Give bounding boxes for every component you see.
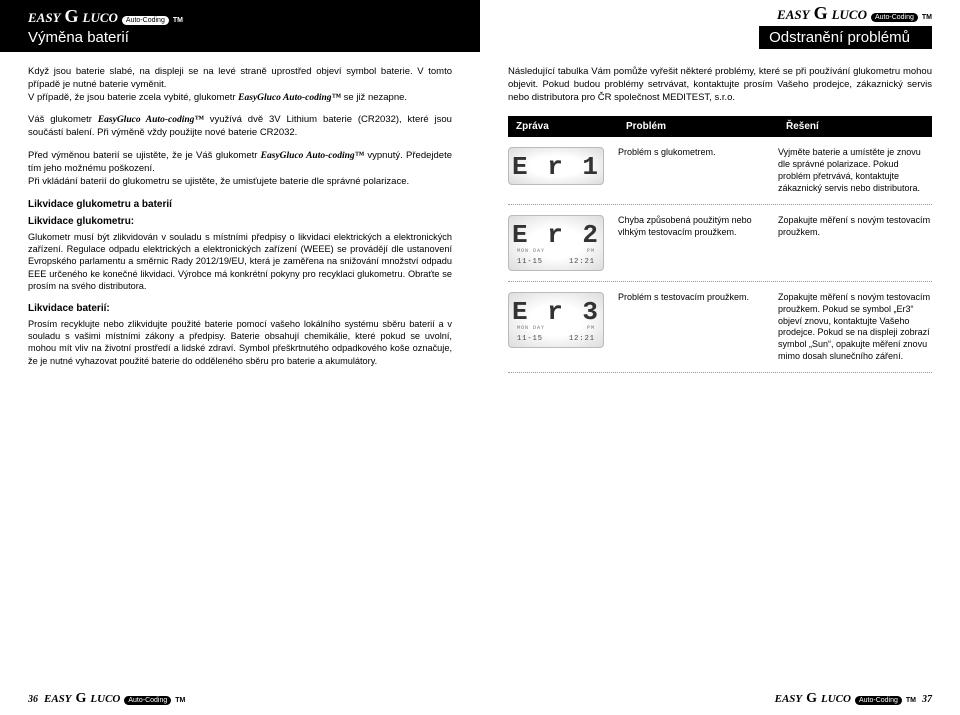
lcd-cell: E r 1: [508, 147, 618, 185]
brand-logo: EASYGLUCO Auto-Coding TM: [28, 6, 452, 27]
lcd-cell: E r 3MON DAYPM11-1512:21: [508, 292, 618, 348]
table-row: E r 3MON DAYPM11-1512:21 Problém s testov…: [508, 282, 932, 373]
brand-g: G: [65, 6, 79, 27]
footer-brand-left: EASYGLUCO Auto-Coding TM: [44, 691, 185, 707]
th-problem: Problém: [626, 121, 786, 132]
solution-cell: Zopakujte měření s novým testovacím prou…: [778, 215, 932, 238]
table-row: E r 2MON DAYPM11-1512:21 Chyba způsobená …: [508, 205, 932, 282]
brand-logo: EASYGLUCO Auto-Coding TM: [777, 3, 932, 24]
disposal-batt-text: Prosím recyklujte nebo zlikvidujte použi…: [28, 318, 452, 368]
disposal-batt-heading: Likvidace baterií:: [28, 303, 452, 314]
brand-tm: TM: [173, 17, 183, 24]
disposal-gluco-heading: Likvidace glukometru:: [28, 216, 452, 227]
right-page: EASYGLUCO Auto-Coding TM Odstranění prob…: [480, 0, 960, 715]
problem-cell: Problém s testovacím proužkem.: [618, 292, 778, 304]
right-header: EASYGLUCO Auto-Coding TM Odstranění prob…: [480, 0, 960, 52]
lcd-error-code: E r 2: [511, 222, 601, 248]
left-header: EASYGLUCO Auto-Coding TM Výměna baterií: [0, 0, 480, 52]
page-spread: EASYGLUCO Auto-Coding TM Výměna baterií …: [0, 0, 960, 715]
right-footer: EASYGLUCO Auto-Coding TM 37: [775, 691, 932, 707]
problem-cell: Problém s glukometrem.: [618, 147, 778, 159]
lcd-error-code: E r 3: [511, 299, 601, 325]
right-intro: Následující tabulka Vám pomůže vyřešit n…: [508, 66, 932, 104]
table-body: E r 1 Problém s glukometrem.Vyjměte bater…: [508, 137, 932, 373]
table-header: Zpráva Problém Řešení: [508, 116, 932, 137]
brand-badge: Auto-Coding: [122, 16, 169, 25]
lcd-datetime: 11-1512:21: [511, 335, 601, 343]
table-row: E r 1 Problém s glukometrem.Vyjměte bater…: [508, 137, 932, 205]
lcd-display: E r 3MON DAYPM11-1512:21: [508, 292, 604, 348]
left-title: Výměna baterií: [28, 29, 452, 46]
left-p1: Když jsou baterie slabé, na displeji se …: [28, 66, 452, 104]
disposal-heading: Likvidace glukometru a baterií: [28, 199, 452, 210]
right-pagenum: 37: [922, 694, 932, 705]
th-message: Zpráva: [516, 121, 626, 132]
th-solution: Řešení: [786, 121, 924, 132]
lcd-cell: E r 2MON DAYPM11-1512:21: [508, 215, 618, 271]
left-p3: Před výměnou baterií se ujistěte, že je …: [28, 150, 452, 188]
left-pagenum: 36: [28, 694, 38, 705]
brand-easy: EASY: [28, 10, 61, 26]
footer-brand-right: EASYGLUCO Auto-Coding TM: [775, 691, 916, 707]
left-footer: 36 EASYGLUCO Auto-Coding TM: [28, 691, 185, 707]
lcd-datetime: 11-1512:21: [511, 258, 601, 266]
lcd-error-code: E r 1: [511, 154, 601, 180]
problem-cell: Chyba způsobená použitým nebo vlhkým tes…: [618, 215, 778, 238]
left-p2: Váš glukometr EasyGluco Auto-coding™ vyu…: [28, 114, 452, 140]
right-title: Odstranění problémů: [759, 26, 932, 49]
lcd-display: E r 1: [508, 147, 604, 185]
brand-luco: LUCO: [83, 10, 118, 26]
solution-cell: Zopakujte měření s novým testovacím prou…: [778, 292, 932, 362]
disposal-gluco-text: Glukometr musí být zlikvidován v souladu…: [28, 231, 452, 293]
lcd-display: E r 2MON DAYPM11-1512:21: [508, 215, 604, 271]
left-page: EASYGLUCO Auto-Coding TM Výměna baterií …: [0, 0, 480, 715]
solution-cell: Vyjměte baterie a umístěte je znovu dle …: [778, 147, 932, 194]
